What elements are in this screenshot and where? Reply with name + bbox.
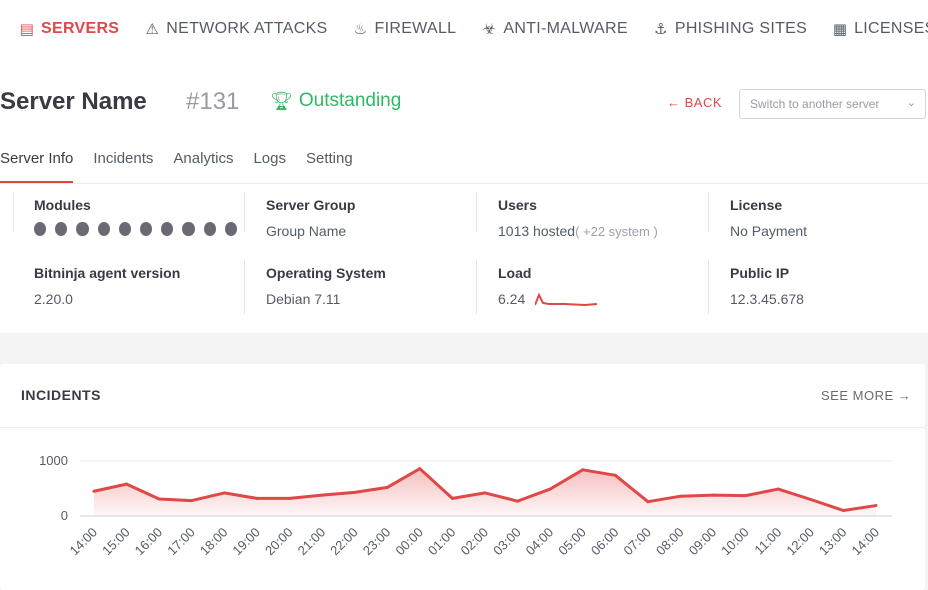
biohazard-icon: ☣ (482, 21, 497, 38)
agent-version-label: Bitninja agent version (34, 265, 181, 281)
status-badge-label: Outstanding (298, 90, 402, 111)
status-badge: 🏆︎ Outstanding (270, 90, 401, 112)
os-value: Debian 7.11 (266, 291, 341, 307)
nav-item-network-attacks[interactable]: ⚠ NETWORK ATTACKS (143, 20, 327, 38)
module-dot (76, 222, 89, 236)
see-more-link[interactable]: SEE MORE → (821, 388, 912, 403)
modules-label: Modules (34, 197, 91, 213)
nav-item-label: NETWORK ATTACKS (166, 20, 328, 37)
page-title: Server Name (0, 88, 147, 115)
public-ip-value: 12.3.45.678 (730, 291, 804, 307)
nav-item-label: LICENSES (854, 20, 928, 37)
tab-incidents[interactable]: Incidents (93, 150, 154, 167)
divider (708, 260, 709, 314)
server-number: #131 (186, 88, 240, 115)
divider (13, 192, 14, 232)
nav-item-firewall[interactable]: ♨ FIREWALL (352, 20, 457, 38)
divider (476, 192, 477, 232)
nav-item-label: PHISHING SITES (674, 20, 808, 37)
tab-setting[interactable]: Setting (305, 150, 353, 167)
users-hosted: 1013 hosted (498, 223, 576, 239)
public-ip-cell: Public IP 12.3.45.678 (710, 252, 928, 312)
tab-analytics[interactable]: Analytics (173, 150, 234, 167)
agent-version-cell: Bitninja agent version 2.20.0 (14, 252, 246, 312)
tab-bar: Server Info Incidents Analytics Logs Setting (0, 150, 373, 183)
load-label: Load (498, 265, 532, 281)
users-system: ( +22 system ) (575, 224, 658, 239)
users-cell: Users 1013 hosted( +22 system ) (478, 184, 710, 244)
module-dot (34, 222, 47, 236)
module-dot (97, 222, 110, 236)
module-dot (140, 222, 153, 236)
nav-item-anti-malware[interactable]: ☣ ANTI-MALWARE (480, 20, 628, 38)
tab-server-info[interactable]: Server Info (0, 150, 74, 183)
module-dot (161, 222, 174, 236)
nav-item-label: SERVERS (41, 20, 120, 37)
server-switch-select[interactable]: Switch to another server ⌄ (739, 89, 926, 119)
os-label: Operating System (266, 265, 386, 281)
license-label: License (730, 197, 783, 213)
nav-item-label: ANTI-MALWARE (503, 20, 628, 37)
checkerboard-icon: ▦ (832, 21, 848, 38)
load-number: 6.24 (498, 291, 526, 307)
server-group-value: Group Name (266, 223, 347, 239)
warning-icon: ⚠ (145, 21, 160, 38)
flame-icon: ♨ (353, 21, 368, 38)
module-dot (55, 222, 68, 236)
users-label: Users (498, 197, 537, 213)
module-dots (34, 222, 246, 236)
load-value: 6.24 (498, 291, 710, 307)
module-dot (182, 222, 195, 236)
chevron-down-icon: ⌄ (906, 97, 916, 109)
server-switch-placeholder: Switch to another server (750, 97, 880, 111)
nav-item-servers[interactable]: ▤ SERVERS (18, 20, 119, 38)
os-cell: Operating System Debian 7.11 (246, 252, 478, 312)
server-icon: ▤ (19, 21, 35, 38)
page-header: Server Name #131 🏆︎ Outstanding ← BACK S… (0, 58, 928, 183)
nav-item-phishing-sites[interactable]: ⚓ PHISHING SITES (652, 20, 807, 38)
divider (244, 192, 245, 232)
module-dot (118, 222, 132, 236)
public-ip-label: Public IP (730, 265, 790, 281)
module-dot (224, 222, 238, 236)
tab-logs[interactable]: Logs (253, 150, 286, 167)
divider (476, 260, 477, 314)
module-dot (203, 222, 216, 236)
users-value: 1013 hosted( +22 system ) (498, 223, 710, 239)
license-cell: License No Payment (710, 184, 928, 244)
divider (244, 260, 245, 314)
back-link[interactable]: ← BACK (667, 95, 723, 110)
incidents-card: INCIDENTS SEE MORE → (0, 364, 925, 590)
anchor-icon: ⚓ (653, 21, 668, 38)
agent-version-value: 2.20.0 (34, 291, 73, 307)
incidents-title: INCIDENTS (21, 387, 101, 403)
load-sparkline (535, 292, 598, 307)
divider (0, 427, 925, 428)
nav-item-label: FIREWALL (374, 20, 457, 37)
top-navigation: ▤ SERVERS ⚠ NETWORK ATTACKS ♨ FIREWALL ☣ ANTI-M… (0, 0, 928, 58)
server-group-label: Server Group (266, 197, 356, 213)
trophy-icon: 🏆︎ (270, 90, 293, 111)
modules-cell: Modules (14, 184, 246, 244)
load-cell: Load 6.24 (478, 252, 710, 312)
divider (708, 192, 709, 232)
nav-item-licenses[interactable]: ▦ LICENSES (831, 20, 928, 38)
server-group-cell: Server Group Group Name (246, 184, 478, 244)
server-info-panel: Modules Server Group Group Name Users 10… (0, 183, 928, 333)
license-value: No Payment (730, 223, 808, 239)
